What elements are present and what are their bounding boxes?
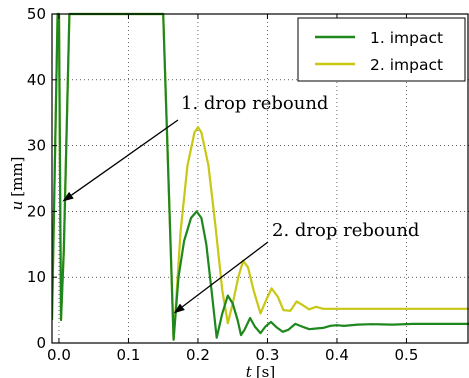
y-tick-label: 30	[27, 137, 46, 155]
x-axis-variable: t	[246, 363, 253, 378]
x-axis-label: t [s]	[246, 363, 275, 378]
y-tick-label: 10	[27, 268, 46, 286]
y-axis-label: u [mm]	[8, 157, 26, 211]
x-tick-label: 0.3	[256, 346, 280, 364]
plot-frame	[51, 13, 469, 344]
y-tick-label: 20	[27, 202, 46, 220]
x-axis-unit: [s]	[256, 363, 275, 378]
y-axis-unit: [mm]	[8, 157, 26, 197]
annotation-text-2: 2. drop rebound	[272, 220, 419, 241]
grid-lines	[52, 14, 469, 343]
legend-label-2: 2. impact	[370, 56, 443, 74]
annotation-arrow-1	[71, 119, 179, 196]
x-tick-label: 0.4	[325, 346, 349, 364]
x-tick-label: 0.5	[395, 346, 419, 364]
series-line-1	[52, 12, 469, 341]
annotations: 1. drop rebound 2. drop rebound	[62, 93, 419, 314]
x-tick-label: 0.1	[117, 346, 141, 364]
annotation-arrowhead-2	[173, 303, 185, 314]
annotation-text-1: 1. drop rebound	[181, 93, 328, 114]
annotation-arrowhead-1	[62, 191, 74, 202]
axis-ticks: 0.0 0.1 0.2 0.3 0.4 0.5 0 10 20 30 40 50	[27, 5, 418, 364]
legend-label-1: 1. impact	[370, 29, 443, 47]
y-axis-variable: u	[8, 201, 26, 211]
y-tick-label: 50	[27, 5, 46, 23]
x-tick-label: 0.2	[186, 346, 210, 364]
x-tick-label: 0.0	[47, 346, 71, 364]
legend-box	[297, 17, 466, 82]
annotation-arrow-2	[182, 241, 269, 308]
legend: 1. impact 2. impact	[297, 17, 466, 82]
y-tick-label: 0	[36, 334, 46, 352]
y-tick-label: 40	[27, 71, 46, 89]
